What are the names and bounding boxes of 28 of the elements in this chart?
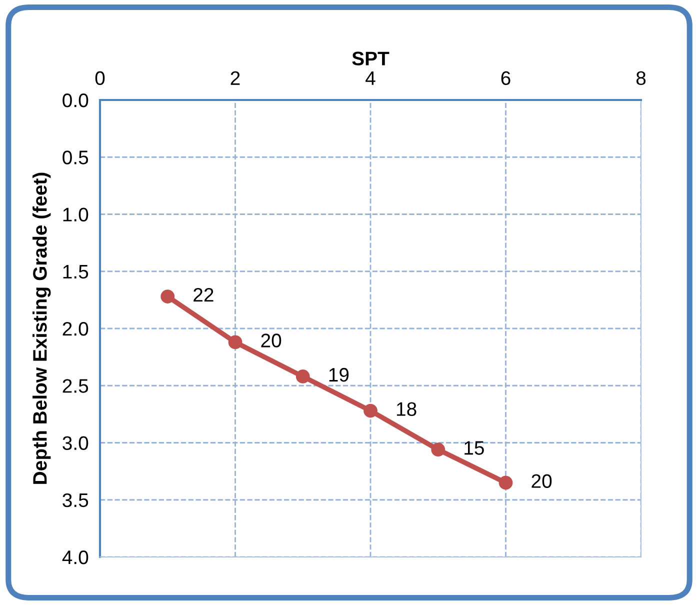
- y-tick-label: 0.5: [62, 150, 88, 164]
- x-tick-label: 6: [501, 71, 510, 86]
- y-tick-label: 0.0: [62, 93, 88, 108]
- annotation: 22: [194, 288, 214, 302]
- point: [364, 404, 378, 418]
- annotation: 20: [261, 334, 282, 348]
- x-tick-label: 2: [230, 71, 240, 85]
- point: [160, 290, 175, 304]
- x-tick-label: 8: [636, 71, 646, 86]
- y-tick-label: 2.0: [62, 322, 88, 336]
- y-tick-label: 3.5: [62, 493, 88, 508]
- point: [431, 442, 446, 457]
- y-tick-label: 3.0: [62, 436, 88, 450]
- x-tick-label: 0: [95, 71, 105, 86]
- y-tick-label: 2.5: [62, 379, 88, 393]
- point: [296, 370, 310, 384]
- y-tick-label: 4.0: [62, 550, 88, 564]
- x-tick-label: 4: [366, 71, 376, 85]
- annotation: 18: [396, 402, 416, 416]
- annotation: 20: [532, 474, 552, 488]
- y-axis-title: Depth Below Existing Grade (feet): [32, 172, 51, 484]
- point: [498, 476, 513, 490]
- point: [228, 335, 242, 350]
- y-tick-label: 1.0: [63, 208, 88, 222]
- y-tick-label: 1.5: [63, 265, 88, 279]
- x-axis-title: SPT: [352, 52, 390, 66]
- annotation: 15: [464, 441, 484, 455]
- annotation: 19: [329, 368, 349, 382]
